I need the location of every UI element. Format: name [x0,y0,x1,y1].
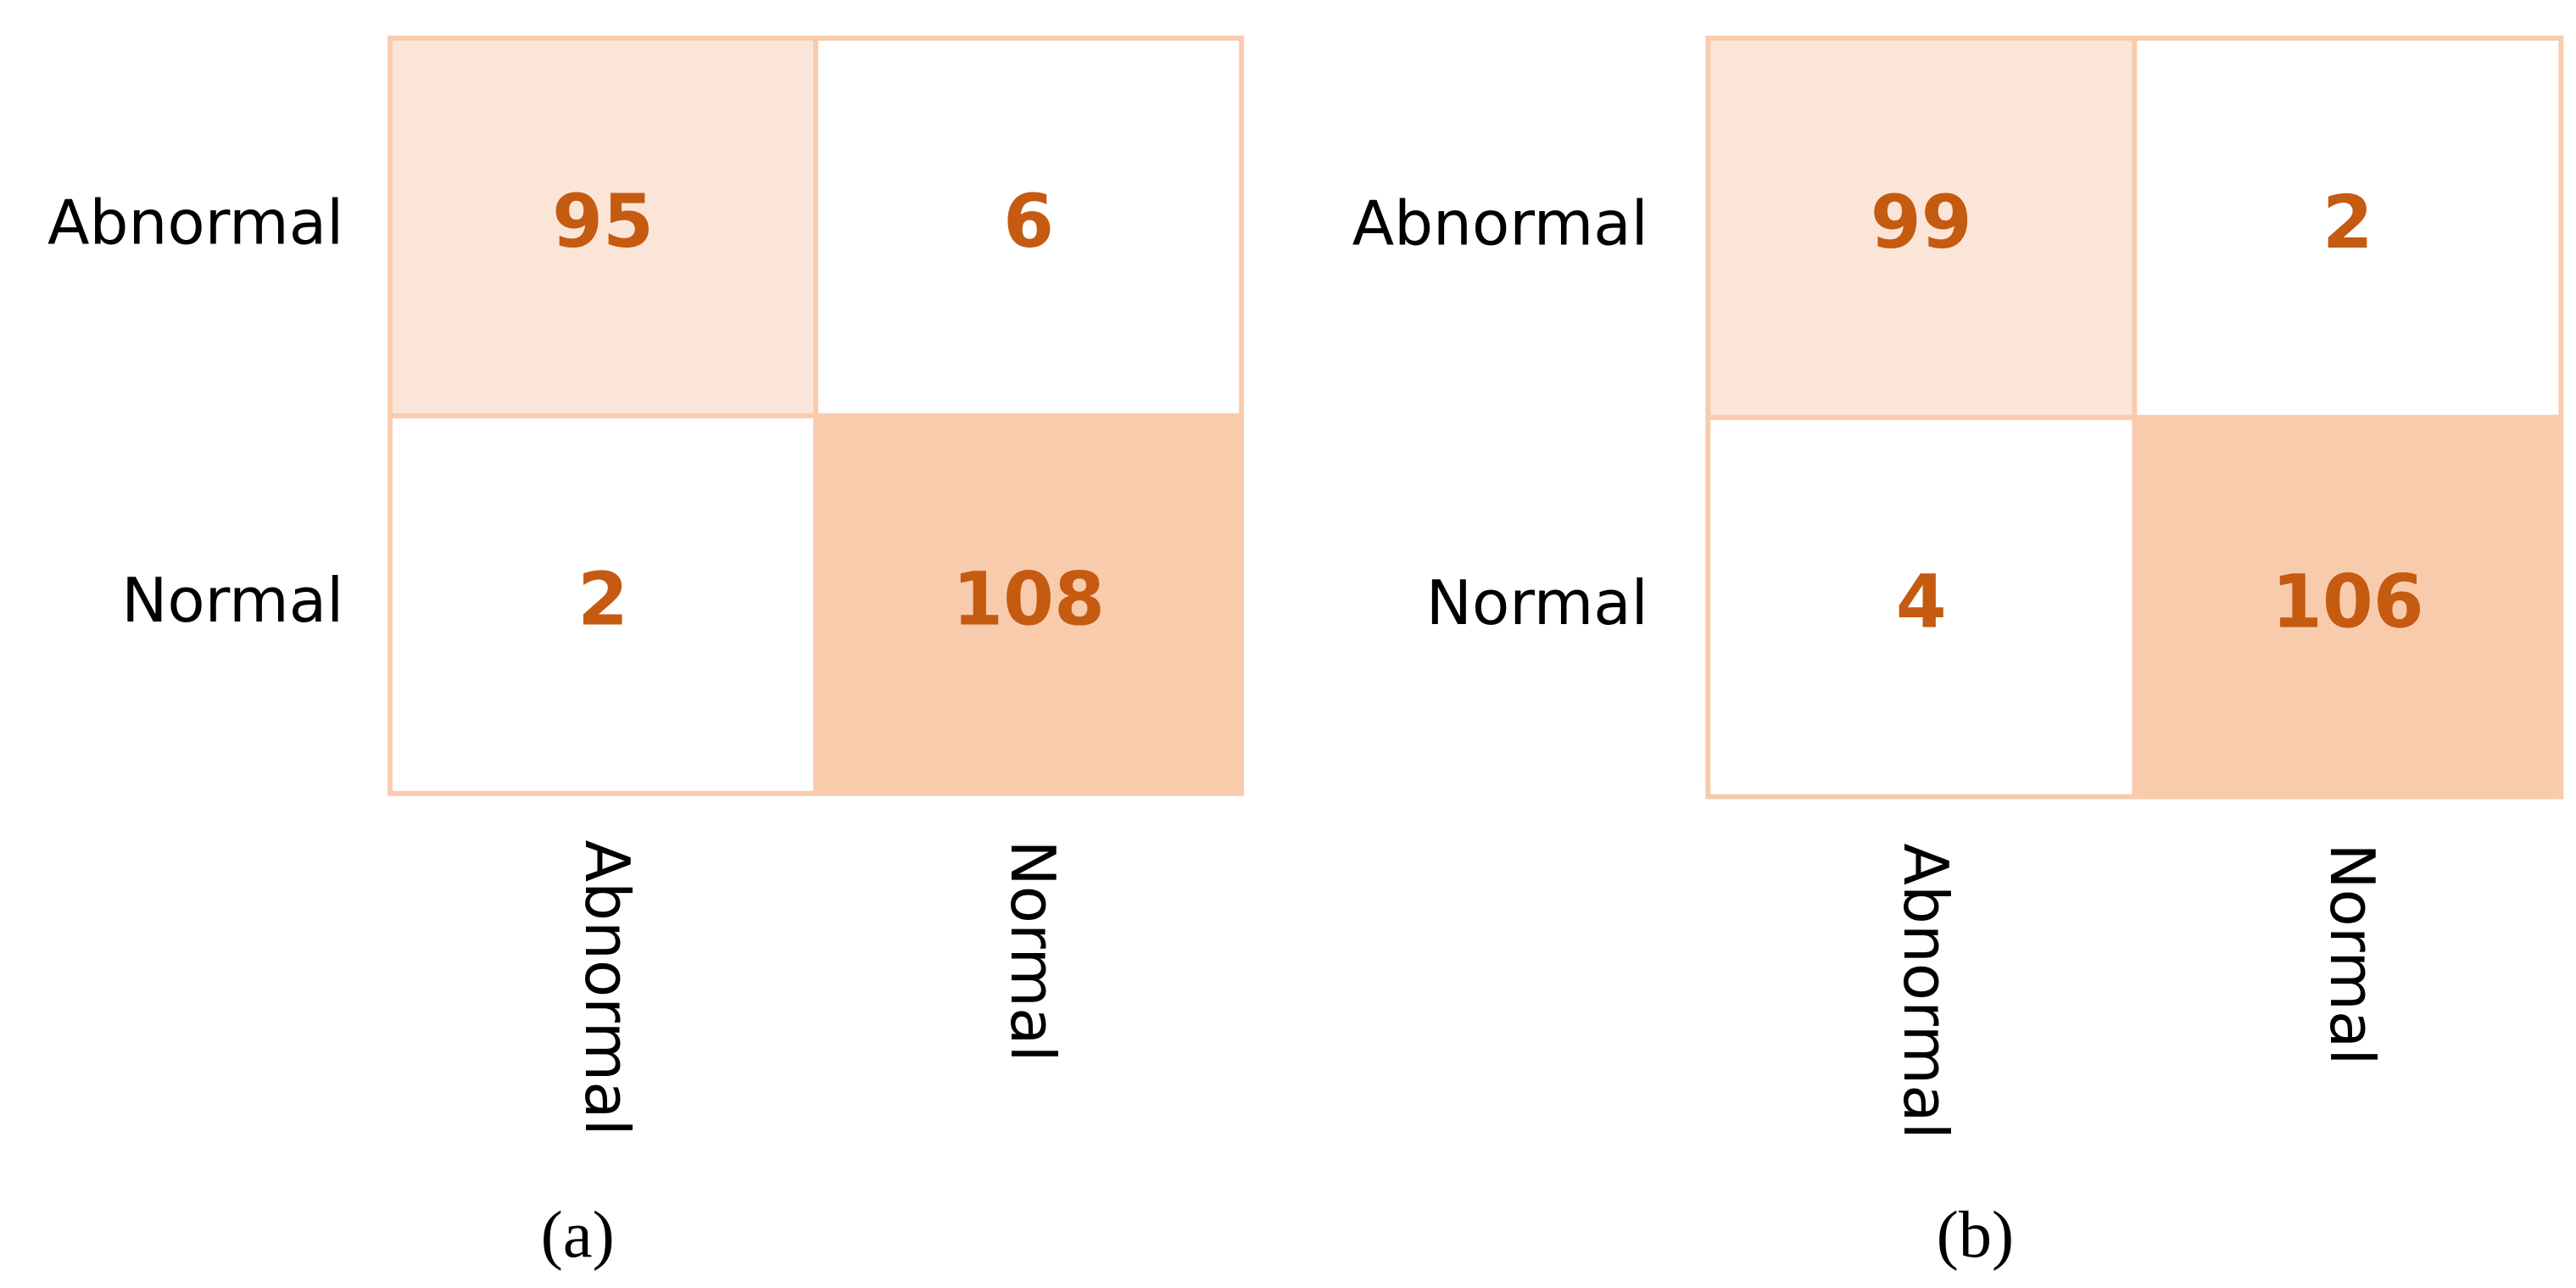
column-label: Normal [996,839,1068,1062]
column-label: Abnormal [571,839,642,1135]
cell-value: 4 [1896,560,1947,644]
cell-value: 108 [952,557,1105,642]
row-label: Abnormal [1352,189,1648,260]
caption: (a) [541,1197,615,1271]
matrix-cell [2132,36,2564,421]
matrix-cell [1705,415,2138,800]
column-label: Abnormal [1889,843,1960,1139]
column-label: Normal [2316,843,2387,1065]
cell-value: 2 [2322,181,2373,265]
cell-value: 2 [577,557,628,642]
cell-value: 99 [1871,181,1972,265]
cell-value: 95 [552,180,654,265]
matrix-cell [388,413,819,796]
matrix-cell [388,36,819,419]
cell-value: 6 [1003,180,1054,265]
caption: (b) [1937,1197,2014,1271]
matrix-cell [813,36,1245,419]
row-label: Normal [121,566,343,637]
row-label: Abnormal [47,188,343,259]
matrix-cell [2132,415,2564,800]
matrix-cell [813,413,1245,796]
matrix-cell [1705,36,2138,421]
cell-value: 106 [2272,560,2424,644]
row-label: Normal [1426,568,1648,639]
